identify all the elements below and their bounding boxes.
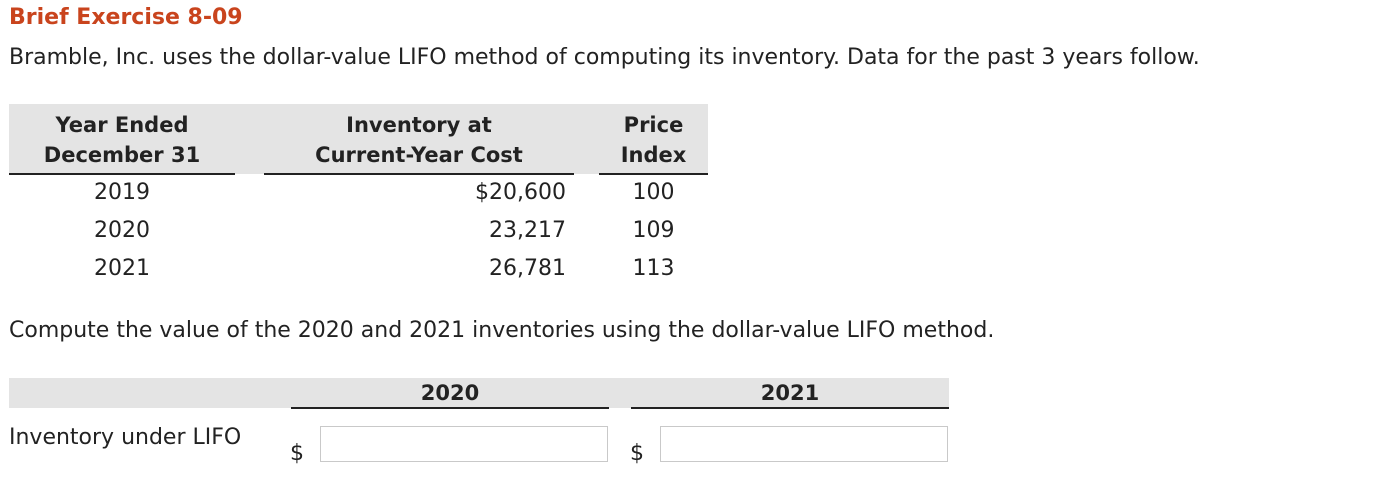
column-header-2021: 2021 bbox=[760, 381, 820, 405]
year-cell: 2019 bbox=[94, 180, 150, 205]
exercise-title: Brief Exercise 8-09 bbox=[9, 5, 243, 30]
column-header-2020: 2020 bbox=[420, 381, 480, 405]
inventory-cell: $20,600 bbox=[475, 180, 566, 205]
column-underline bbox=[631, 407, 949, 409]
inventory-under-lifo-label: Inventory under LIFO bbox=[9, 425, 242, 450]
table-row: 2020 23,217 109 bbox=[9, 218, 708, 254]
year-cell: 2021 bbox=[94, 256, 150, 281]
header-year-ended: Year Ended December 31 bbox=[43, 113, 201, 167]
year-cell: 2020 bbox=[94, 218, 150, 243]
header-underline bbox=[9, 173, 235, 175]
table-row: 2019 $20,600 100 bbox=[9, 180, 708, 216]
header-price-index: Price Index bbox=[620, 113, 687, 167]
dollar-sign: $ bbox=[630, 441, 644, 466]
table-row: 2021 26,781 113 bbox=[9, 256, 708, 292]
inventory-cell: 26,781 bbox=[489, 256, 566, 281]
inventory-cell: 23,217 bbox=[489, 218, 566, 243]
price-index-cell: 100 bbox=[632, 180, 675, 205]
price-index-cell: 113 bbox=[632, 256, 675, 281]
price-index-cell: 109 bbox=[632, 218, 675, 243]
answer-table-header bbox=[9, 378, 949, 408]
data-table-header bbox=[9, 104, 708, 174]
column-underline bbox=[291, 407, 609, 409]
intro-text: Bramble, Inc. uses the dollar-value LIFO… bbox=[9, 45, 1200, 70]
dollar-sign: $ bbox=[290, 441, 304, 466]
header-underline bbox=[599, 173, 708, 175]
header-inventory-current-cost: Inventory at Current-Year Cost bbox=[315, 113, 523, 167]
inventory-2021-input[interactable] bbox=[660, 426, 948, 462]
inventory-2020-input[interactable] bbox=[320, 426, 608, 462]
data-table: Year Ended December 31 Inventory at Curr… bbox=[9, 104, 708, 404]
question-text: Compute the value of the 2020 and 2021 i… bbox=[9, 318, 995, 343]
header-underline bbox=[264, 173, 574, 175]
